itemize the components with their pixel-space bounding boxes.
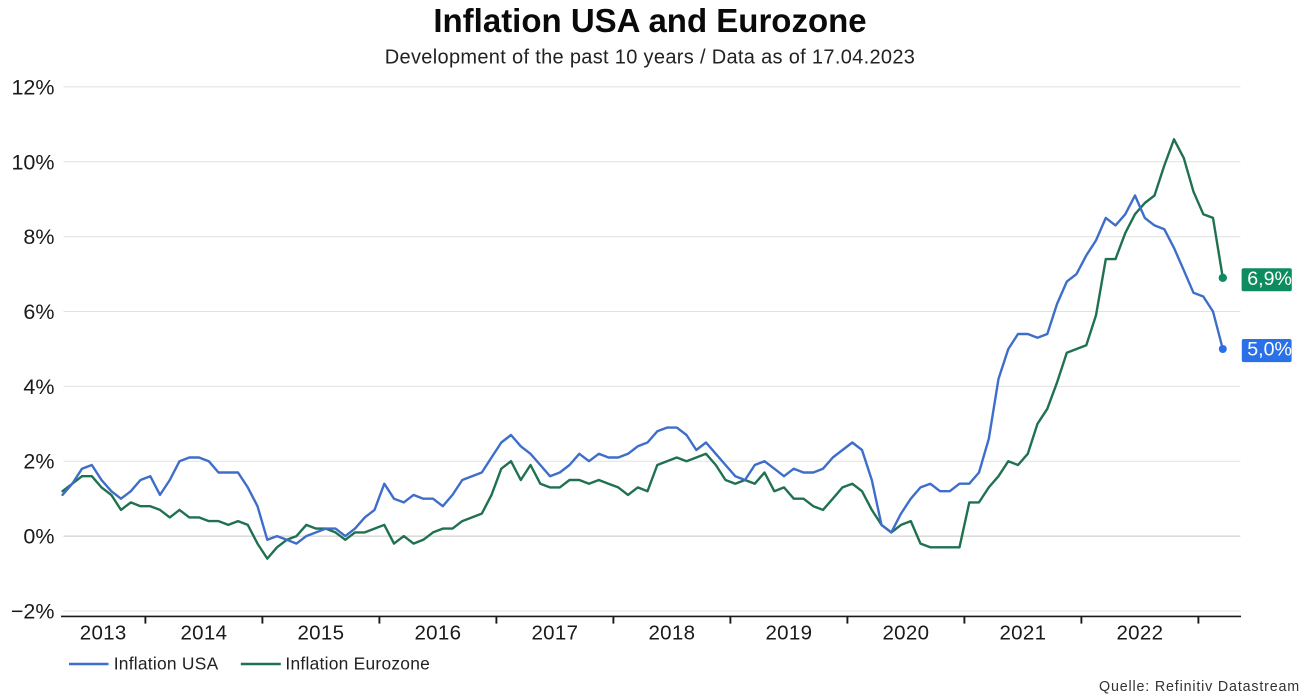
svg-text:Inflation Eurozone: Inflation Eurozone: [285, 653, 430, 673]
svg-text:2022: 2022: [1116, 622, 1163, 645]
svg-text:6,9%: 6,9%: [1247, 268, 1292, 290]
svg-text:Inflation USA: Inflation USA: [114, 653, 219, 673]
svg-text:2019: 2019: [765, 622, 812, 645]
svg-text:Quelle: Refinitiv Datastream: Quelle: Refinitiv Datastream: [1099, 679, 1300, 695]
svg-text:2015: 2015: [297, 622, 344, 645]
svg-text:0%: 0%: [23, 525, 54, 549]
svg-text:−2%: −2%: [11, 600, 55, 624]
svg-text:8%: 8%: [23, 225, 54, 249]
svg-text:5,0%: 5,0%: [1247, 339, 1292, 361]
svg-text:4%: 4%: [23, 375, 54, 399]
svg-text:2021: 2021: [999, 622, 1046, 645]
svg-text:2014: 2014: [180, 622, 227, 645]
svg-text:Development of the past 10 yea: Development of the past 10 years / Data …: [385, 47, 915, 69]
svg-text:12%: 12%: [11, 75, 54, 99]
svg-text:2017: 2017: [531, 622, 578, 645]
svg-text:2018: 2018: [648, 622, 695, 645]
svg-text:2016: 2016: [414, 622, 461, 645]
svg-text:Inflation USA and Eurozone: Inflation USA and Eurozone: [433, 2, 866, 39]
svg-text:2%: 2%: [23, 450, 54, 474]
svg-text:6%: 6%: [23, 300, 54, 324]
svg-text:2013: 2013: [80, 622, 127, 645]
svg-text:10%: 10%: [11, 150, 54, 174]
svg-text:2020: 2020: [882, 622, 929, 645]
